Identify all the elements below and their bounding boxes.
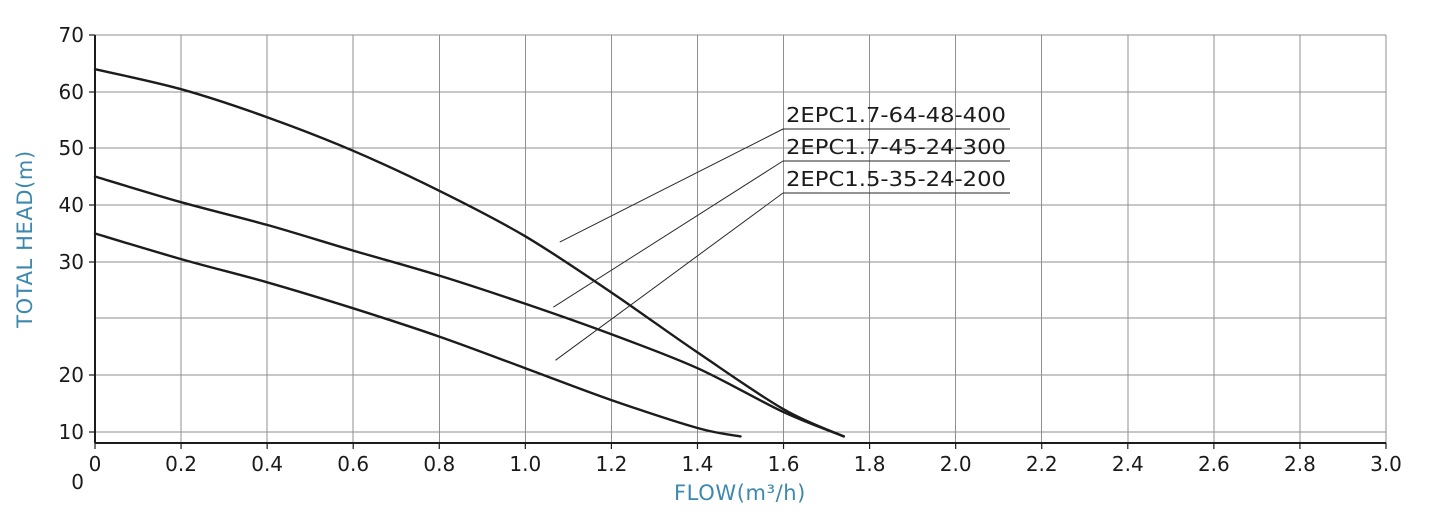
x-tick-label: 0 [89, 452, 102, 476]
x-tick-label: 2.8 [1284, 452, 1316, 476]
x-tick-label: 0.6 [337, 452, 369, 476]
curve-2epc1.7-64-48-400 [93, 68, 845, 438]
x-tick-label: 0.8 [423, 452, 455, 476]
x-tick-label: 2.6 [1198, 452, 1230, 476]
y-tick-label: 0 [71, 470, 84, 494]
curve-2epc1.5-35-24-200 [93, 232, 742, 438]
x-tick-label: 1.0 [509, 452, 541, 476]
chart-generated-layer: 0 0.2 0.4 0.6 0.8 1.0 1.2 1.4 1.6 1.8 2.0 2.2 2.4 2.6… [59, 23, 1402, 494]
annotation-leader [559, 128, 784, 243]
annotation-leader [553, 160, 784, 308]
x-tick-label: 3.0 [1370, 452, 1402, 476]
x-tick-label: 1.4 [682, 452, 714, 476]
x-tick-label: 2.2 [1026, 452, 1058, 476]
annotation-label-1: 2EPC1.7-64-48-400 [786, 103, 1006, 127]
x-tick-label: 0.4 [251, 452, 283, 476]
y-axis-title: TOTAL HEAD(m) [13, 150, 37, 329]
curve-2epc1.7-45-24-300 [93, 175, 845, 438]
x-tick-label: 2.0 [940, 452, 972, 476]
x-tick-label: 0.2 [165, 452, 197, 476]
x-tick-label: 1.8 [854, 452, 886, 476]
x-tick-label: 1.2 [595, 452, 627, 476]
x-tick-label: 2.4 [1112, 452, 1144, 476]
annotation-label-3: 2EPC1.5-35-24-200 [786, 167, 1006, 191]
x-tick-label: 1.6 [768, 452, 800, 476]
y-tick-label: 30 [59, 250, 84, 274]
y-tick-label: 20 [59, 363, 84, 387]
y-tick-label: 60 [59, 80, 84, 104]
annotation-label-2: 2EPC1.7-45-24-300 [786, 135, 1006, 159]
y-tick-label: 10 [59, 420, 84, 444]
y-tick-label: 40 [59, 193, 84, 217]
annotation-leader [555, 192, 784, 361]
y-tick-label: 50 [59, 136, 84, 160]
y-tick-label: 70 [59, 23, 84, 47]
x-axis-title: FLOW(m³/h) [674, 481, 806, 505]
